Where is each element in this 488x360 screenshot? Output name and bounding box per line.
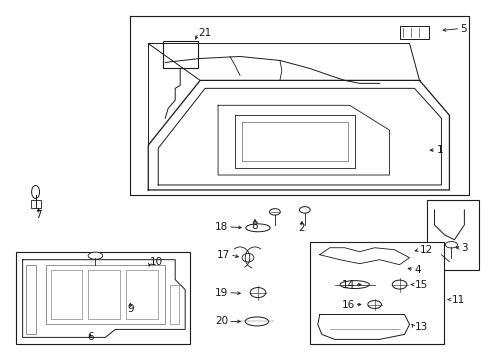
Bar [16,252,190,345]
Text: 18: 18 [214,222,227,232]
Bar [45,265,165,324]
Text: 12: 12 [419,245,432,255]
Text: 6: 6 [87,332,94,342]
Ellipse shape [407,269,421,275]
Ellipse shape [367,301,381,309]
Ellipse shape [445,242,457,248]
Ellipse shape [245,224,269,232]
Text: 8: 8 [251,221,258,231]
Circle shape [242,253,253,262]
Text: 13: 13 [414,323,427,332]
Bar [163,41,198,68]
Ellipse shape [391,280,406,289]
Bar [31,200,41,208]
Text: 10: 10 [150,257,163,267]
Ellipse shape [32,185,40,198]
Bar [50,270,82,319]
Ellipse shape [250,288,265,298]
Text: 20: 20 [215,316,227,327]
Text: 4: 4 [414,265,420,275]
Bar [88,270,120,319]
Bar [126,270,158,319]
Text: 17: 17 [216,250,229,260]
Text: 9: 9 [127,305,133,315]
Text: 14: 14 [341,280,354,289]
Bar [399,26,428,39]
Text: 11: 11 [450,294,464,305]
Ellipse shape [339,281,368,288]
Ellipse shape [269,209,280,215]
Text: 2: 2 [298,223,305,233]
Text: 5: 5 [459,24,466,33]
Text: 21: 21 [198,28,211,37]
Text: 19: 19 [214,288,227,298]
Text: 1: 1 [436,145,442,155]
Text: 3: 3 [461,243,467,253]
Bar [309,242,444,345]
Bar [25,265,36,334]
Text: 15: 15 [414,280,427,289]
Bar [427,200,478,270]
Bar [170,285,179,324]
Ellipse shape [245,317,268,326]
Ellipse shape [299,207,309,213]
Text: 7: 7 [35,210,42,220]
Text: 16: 16 [341,300,354,310]
Ellipse shape [88,252,102,259]
